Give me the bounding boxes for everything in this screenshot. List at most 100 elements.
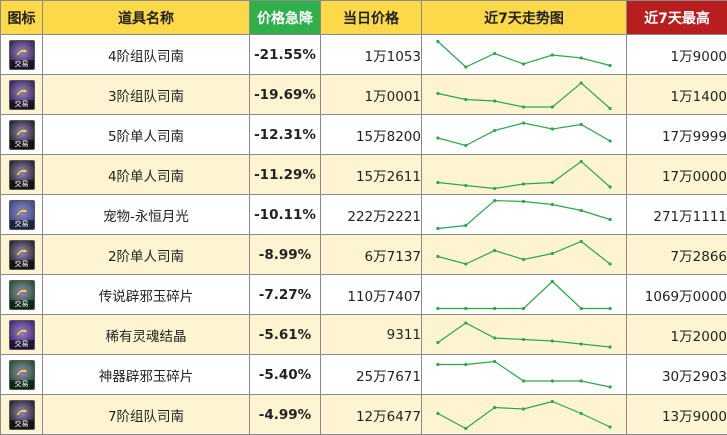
navigator-dark-icon: 交易 <box>9 120 35 150</box>
price-drop-value: -8.99% <box>250 235 321 275</box>
seven-day-max: 1万9000 <box>627 35 727 75</box>
table-body: 交易 4阶组队司南-21.55%1万1053 1万9000 交易 3阶组队司南-19.6… <box>1 35 727 435</box>
item-name[interactable]: 7阶组队司南 <box>43 395 250 435</box>
trend-point <box>608 217 611 220</box>
trend-point <box>493 336 496 339</box>
trend-point <box>580 122 583 125</box>
trend-point <box>493 248 496 251</box>
trend-point <box>522 306 525 309</box>
trend-sparkline <box>422 36 626 74</box>
trend-point <box>493 51 496 54</box>
trend-sparkline <box>422 196 626 234</box>
trend-point <box>436 136 439 139</box>
item-name[interactable]: 4阶单人司南 <box>43 155 250 195</box>
daily-price: 25万7671 <box>321 355 422 395</box>
trend-point <box>608 425 611 428</box>
navigator-dark-icon: 交易 <box>9 160 35 190</box>
trend-point <box>436 39 439 42</box>
item-icon-cell: 交易 <box>1 115 43 155</box>
item-name[interactable]: 传说辟邪玉碎片 <box>43 275 250 315</box>
seven-day-max: 13万9000 <box>627 395 727 435</box>
jade-shard-icon: 交易 <box>9 280 35 310</box>
daily-price: 1万0001 <box>321 75 422 115</box>
price-drop-value: -21.55% <box>250 35 321 75</box>
trend-chart-cell <box>422 155 627 195</box>
item-name[interactable]: 神器辟邪玉碎片 <box>43 355 250 395</box>
trend-point <box>522 337 525 340</box>
trend-point <box>464 262 467 265</box>
price-drop-value: -5.61% <box>250 315 321 355</box>
trend-point <box>551 105 554 108</box>
trend-point <box>580 81 583 84</box>
navigator-dark-icon: 交易 <box>9 240 35 270</box>
price-drop-value: -12.31% <box>250 115 321 155</box>
item-name[interactable]: 5阶单人司南 <box>43 115 250 155</box>
trend-point <box>608 63 611 66</box>
navigator-purple-icon: 交易 <box>9 80 35 110</box>
daily-price: 222万2221 <box>321 195 422 235</box>
trend-point <box>580 56 583 59</box>
daily-price: 6万7137 <box>321 235 422 275</box>
daily-price: 15万2611 <box>321 155 422 195</box>
price-drop-header[interactable]: 价格急降 <box>250 1 321 35</box>
trend-point <box>464 306 467 309</box>
trend-point <box>551 251 554 254</box>
trend-point <box>436 91 439 94</box>
table-row[interactable]: 交易 4阶组队司南-21.55%1万1053 1万9000 <box>1 35 727 75</box>
item-name[interactable]: 4阶组队司南 <box>43 35 250 75</box>
daily-price-header[interactable]: 当日价格 <box>321 1 422 35</box>
trend-point <box>436 340 439 343</box>
trade-badge: 交易 <box>10 140 34 149</box>
trend-point <box>493 99 496 102</box>
trend-sparkline <box>422 236 626 274</box>
trend-chart-cell <box>422 115 627 155</box>
navigator-purple-icon: 交易 <box>9 40 35 70</box>
trend-point <box>436 254 439 257</box>
item-name[interactable]: 3阶组队司南 <box>43 75 250 115</box>
trend-point <box>464 426 467 429</box>
daily-price: 1万1053 <box>321 35 422 75</box>
price-drop-value: -10.11% <box>250 195 321 235</box>
trend-sparkline <box>422 396 626 434</box>
trend-point <box>551 279 554 282</box>
seven-day-max: 1万2000 <box>627 315 727 355</box>
seven-day-max-header[interactable]: 近7天最高 <box>627 1 727 35</box>
trend-point <box>493 359 496 362</box>
price-drop-value: -19.69% <box>250 75 321 115</box>
trend-chart-cell <box>422 75 627 115</box>
trend-point <box>464 97 467 100</box>
trend-point <box>493 405 496 408</box>
trend-point <box>551 399 554 402</box>
trend-point <box>464 362 467 365</box>
trade-badge: 交易 <box>10 260 34 269</box>
trend-sparkline <box>422 316 626 354</box>
trend-line <box>438 361 610 387</box>
trend-point <box>608 385 611 388</box>
trend-point <box>580 379 583 382</box>
item-name[interactable]: 宠物-永恒月光 <box>43 195 250 235</box>
trend-point <box>464 321 467 324</box>
item-name[interactable]: 稀有灵魂结晶 <box>43 315 250 355</box>
trend-line <box>438 281 610 308</box>
seven-day-max: 1069万0000 <box>627 275 727 315</box>
trend-point <box>464 143 467 146</box>
seven-day-max: 30万2903 <box>627 355 727 395</box>
trend-sparkline <box>422 356 626 394</box>
item-icon-cell: 交易 <box>1 275 43 315</box>
item-name[interactable]: 2阶单人司南 <box>43 235 250 275</box>
trend-point <box>608 139 611 142</box>
trend-sparkline <box>422 156 626 194</box>
trend-point <box>464 65 467 68</box>
trend-point <box>436 226 439 229</box>
trend-point <box>608 106 611 109</box>
jade-shard-icon: 交易 <box>9 360 35 390</box>
